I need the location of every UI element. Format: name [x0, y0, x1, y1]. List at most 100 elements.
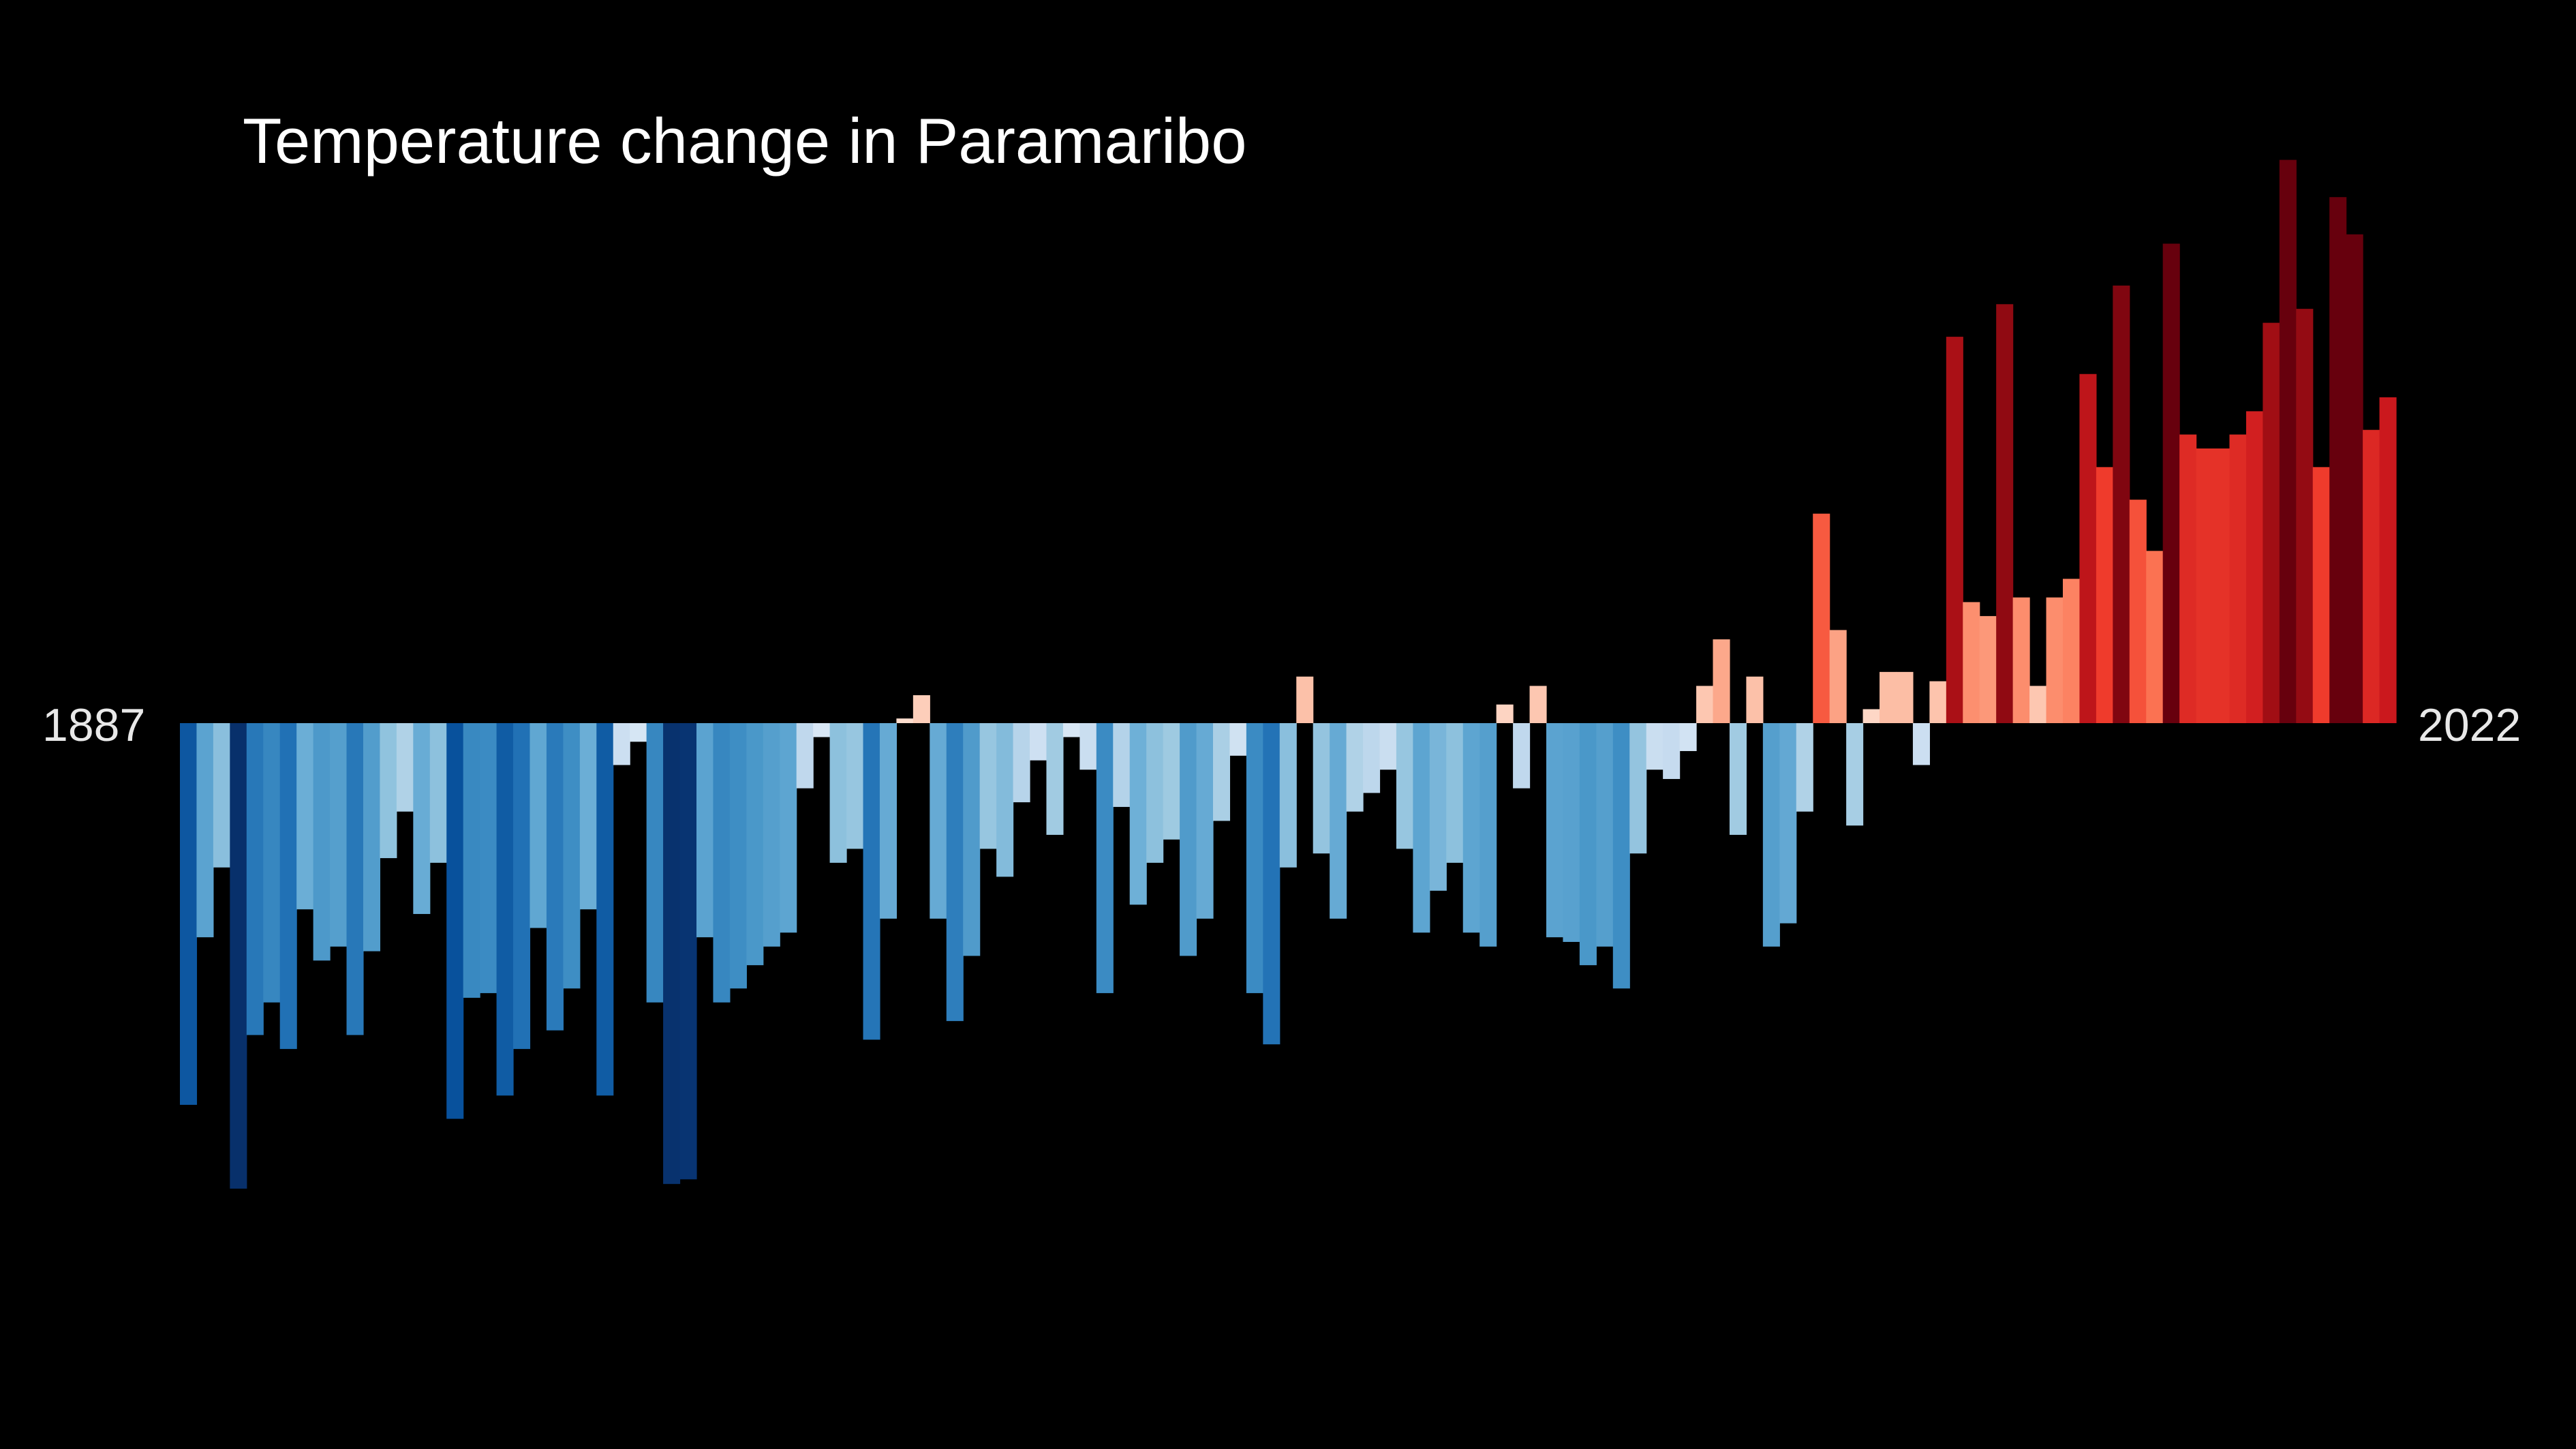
bar-60 [1163, 723, 1180, 840]
bar-129 [2312, 467, 2330, 723]
bar-65 [1246, 723, 1263, 994]
bar-29 [646, 723, 664, 1003]
bar-9 [313, 723, 331, 961]
bar-14 [396, 723, 414, 812]
bar-77 [1446, 723, 1464, 863]
x-start-label: 1887 [42, 699, 146, 751]
bar-110 [1996, 304, 2014, 723]
bar-84 [1563, 723, 1580, 943]
bar-55 [1079, 723, 1097, 770]
bar-89 [1646, 723, 1663, 770]
bar-73 [1379, 723, 1397, 770]
bar-101 [1846, 723, 1864, 826]
bar-76 [1429, 723, 1447, 891]
bar-21 [513, 723, 531, 1050]
bar-22 [530, 723, 547, 928]
bar-99 [1813, 513, 1830, 723]
bar-20 [496, 723, 514, 1096]
bar-78 [1462, 723, 1480, 933]
bar-5 [246, 723, 264, 1035]
bar-98 [1796, 723, 1813, 812]
bar-54 [1062, 723, 1080, 737]
bar-105 [1912, 723, 1930, 765]
bar-1 [180, 723, 198, 1105]
bar-11 [346, 723, 364, 1035]
bar-106 [1929, 681, 1947, 723]
bar-117 [2113, 285, 2130, 724]
bar-132 [2363, 429, 2380, 723]
bar-87 [1612, 723, 1630, 989]
bar-123 [2213, 448, 2230, 723]
bar-47 [946, 723, 964, 1022]
bar-15 [413, 723, 431, 915]
bar-37 [780, 723, 797, 933]
bar-63 [1212, 723, 1231, 821]
bar-121 [2179, 434, 2197, 723]
bar-71 [1346, 723, 1364, 812]
bar-69 [1313, 723, 1330, 854]
bar-2 [196, 723, 214, 938]
bar-80 [1496, 704, 1514, 723]
bar-86 [1596, 723, 1614, 947]
bar-13 [380, 723, 397, 859]
bar-44 [896, 718, 914, 723]
bar-108 [1963, 602, 1980, 723]
bar-102 [1862, 709, 1880, 723]
bar-24 [563, 723, 581, 989]
bar-58 [1129, 723, 1147, 905]
bar-23 [546, 723, 564, 1031]
bar-85 [1579, 723, 1597, 966]
x-end-label: 2022 [2418, 699, 2521, 751]
bar-93 [1713, 639, 1730, 723]
bar-114 [2062, 579, 2081, 723]
bar-111 [2012, 597, 2030, 723]
bar-72 [1363, 723, 1381, 793]
bar-31 [679, 723, 697, 1180]
bar-124 [2229, 434, 2247, 723]
bar-66 [1263, 723, 1281, 1045]
bar-88 [1629, 723, 1647, 854]
bar-115 [2079, 373, 2097, 723]
bar-75 [1413, 723, 1430, 933]
bar-12 [363, 723, 381, 951]
bar-42 [863, 723, 880, 1040]
bar-118 [2129, 500, 2147, 723]
bars-group [180, 159, 2397, 1189]
bar-8 [296, 723, 314, 910]
bar-116 [2096, 467, 2113, 723]
bar-51 [1013, 723, 1030, 803]
bar-62 [1196, 723, 1214, 919]
bar-26 [596, 723, 614, 1096]
bar-70 [1330, 723, 1347, 919]
bar-28 [630, 723, 647, 742]
bar-27 [613, 723, 630, 765]
bar-90 [1663, 723, 1681, 779]
bar-49 [979, 723, 997, 849]
bar-95 [1746, 676, 1764, 723]
bar-67 [1279, 723, 1297, 868]
bar-52 [1030, 723, 1047, 761]
bar-91 [1679, 723, 1697, 751]
bar-103 [1880, 671, 1897, 723]
bar-61 [1180, 723, 1197, 956]
bar-79 [1479, 723, 1497, 947]
bar-34 [729, 723, 747, 989]
bar-119 [2146, 551, 2164, 723]
bar-128 [2296, 309, 2314, 723]
bar-100 [1829, 630, 1847, 723]
bar-7 [279, 723, 297, 1050]
bar-48 [963, 723, 981, 956]
bar-131 [2346, 234, 2363, 724]
bar-82 [1529, 686, 1547, 723]
bar-133 [2379, 397, 2397, 723]
bar-97 [1779, 723, 1797, 924]
bar-126 [2263, 322, 2280, 723]
bar-94 [1729, 723, 1747, 835]
bar-125 [2245, 411, 2263, 723]
bar-40 [829, 723, 847, 863]
bar-109 [1979, 615, 1997, 723]
bar-104 [1896, 671, 1914, 723]
bar-59 [1146, 723, 1164, 863]
bar-4 [230, 723, 247, 1189]
